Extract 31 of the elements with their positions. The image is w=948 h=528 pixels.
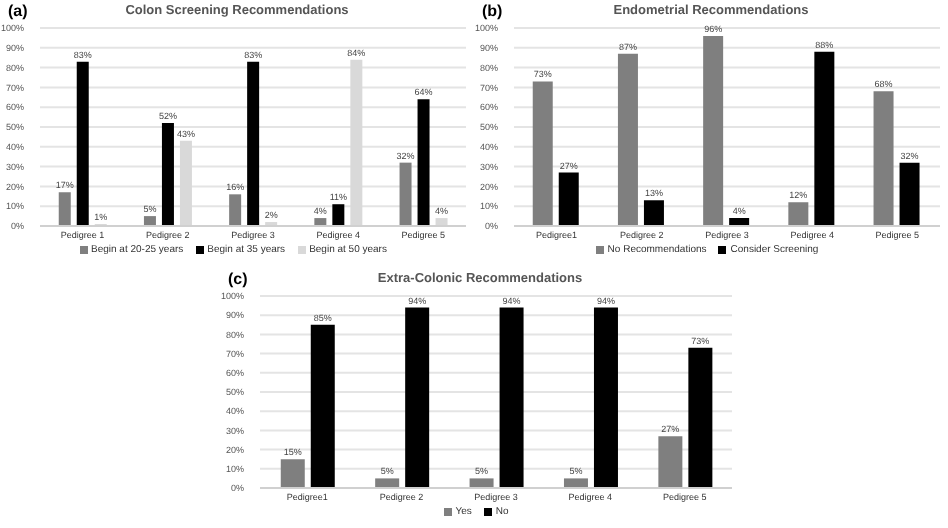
bar (399, 162, 412, 226)
bar (814, 51, 835, 226)
bar (247, 61, 260, 226)
bar (499, 307, 524, 488)
bar (417, 99, 430, 226)
bar (161, 123, 174, 226)
bar (229, 194, 242, 226)
text: (c) (228, 270, 248, 288)
bar (58, 192, 71, 226)
bar (143, 216, 156, 226)
bar (788, 202, 809, 226)
bar (558, 172, 579, 226)
bar (280, 459, 305, 488)
bar (688, 347, 713, 488)
bar (375, 478, 400, 488)
text: (a) (8, 2, 28, 20)
bar (617, 53, 638, 226)
text: (b) (482, 2, 503, 20)
bar (643, 200, 664, 226)
bar (703, 35, 724, 226)
bar (899, 162, 920, 226)
bar (310, 324, 335, 488)
bar (658, 436, 683, 488)
bar (76, 61, 89, 226)
bar (332, 204, 345, 226)
bar (532, 81, 553, 226)
bar (593, 307, 618, 488)
bar (469, 478, 494, 488)
bar (873, 91, 894, 226)
bar (563, 478, 588, 488)
bar (405, 307, 430, 488)
